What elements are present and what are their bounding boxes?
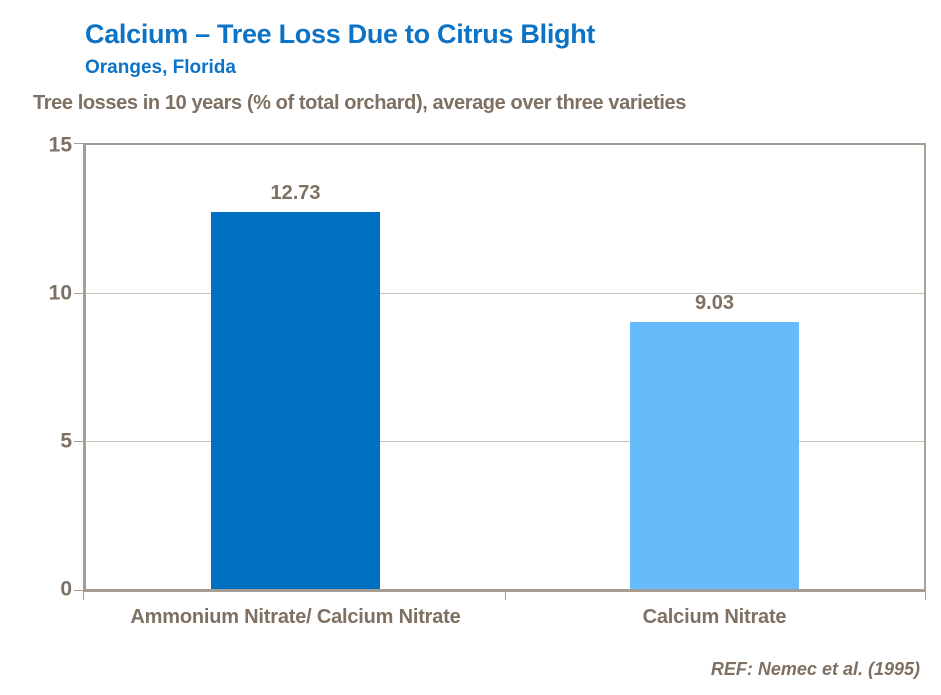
bar-ammonium-calcium-nitrate — [211, 212, 380, 589]
bar-column-ammonium-calcium-nitrate: 12.73 — [86, 145, 505, 589]
y-tick-label-0: 0 — [60, 577, 72, 601]
x-category-label-ammonium-calcium-nitrate: Ammonium Nitrate/ Calcium Nitrate — [130, 606, 461, 628]
bar-column-calcium-nitrate: 9.03 — [505, 145, 924, 589]
reference-citation: REF: Nemec et al. (1995) — [710, 659, 920, 679]
y-tick-label-15: 15 — [48, 133, 72, 157]
chart-title: Calcium – Tree Loss Due to Citrus Blight — [85, 19, 596, 49]
y-tick-label-5: 5 — [60, 429, 72, 453]
axis-description: Tree losses in 10 years (% of total orch… — [33, 92, 686, 114]
x-tick-mark-left — [83, 592, 84, 600]
bar-value-label: 9.03 — [695, 291, 734, 314]
bar-calcium-nitrate — [630, 321, 799, 589]
y-tick-mark-10 — [74, 292, 83, 294]
x-tick-mark-right — [925, 592, 926, 600]
plot-area: 15 10 5 0 12.73 9.03 Ammonium Nitrate/ C… — [49, 135, 926, 628]
gridline-10 — [86, 292, 924, 294]
x-category-label-calcium-nitrate: Calcium Nitrate — [642, 606, 787, 628]
bar-value-label: 12.73 — [270, 182, 321, 205]
y-tick-label-10: 10 — [48, 281, 72, 305]
gridline-5 — [86, 441, 924, 442]
chart-subtitle: Oranges, Florida — [85, 57, 236, 78]
y-tick-mark-15 — [74, 143, 83, 144]
x-tick-mark-middle — [505, 592, 506, 600]
y-tick-mark-0 — [74, 590, 83, 591]
y-tick-mark-5 — [74, 441, 83, 442]
